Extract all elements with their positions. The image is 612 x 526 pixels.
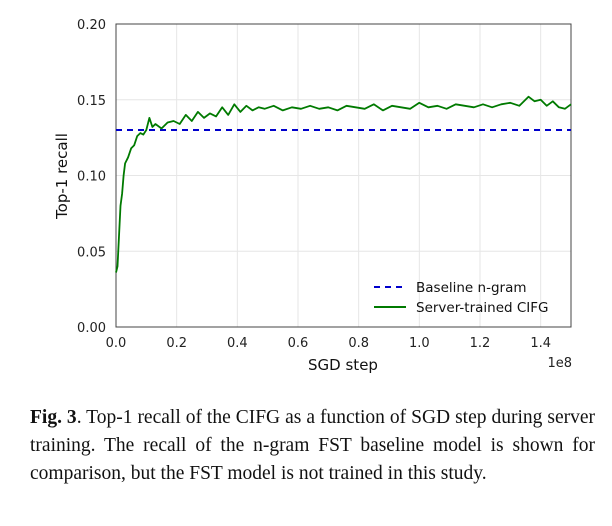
figure-label: Fig. 3 [30, 407, 77, 428]
x-tick-labels: 0.0 0.2 0.4 0.6 0.8 1.0 1.2 1.4 [106, 336, 551, 351]
plot-frame [115, 23, 572, 328]
legend-label-baseline: Baseline n-gram [416, 280, 527, 296]
y-axis-title: Top-1 recall [53, 133, 71, 220]
x-tick-label: 0.6 [288, 336, 309, 351]
x-tick-label: 1.4 [530, 336, 551, 351]
y-tick-label: 0.00 [77, 321, 106, 336]
legend-label-cifg: Server-trained CIFG [416, 300, 549, 316]
x-axis-offset-label: 1e8 [547, 356, 572, 371]
y-tick-label: 0.10 [77, 170, 106, 185]
y-tick-label: 0.20 [77, 18, 106, 33]
x-tick-label: 0.0 [106, 336, 127, 351]
series-layer [115, 95, 572, 273]
x-tick-label: 0.4 [227, 336, 248, 351]
x-tick-label: 0.8 [348, 336, 369, 351]
y-tick-label: 0.15 [77, 94, 106, 109]
x-axis-title: SGD step [308, 356, 378, 374]
figure-caption: Fig. 3. Top-1 recall of the CIFG as a fu… [30, 404, 595, 488]
caption-text: . Top-1 recall of the CIFG as a function… [30, 407, 595, 484]
line-chart: 0.0 0.2 0.4 0.6 0.8 1.0 1.2 1.4 0.00 0.05 0.10 0.1… [53, 18, 572, 374]
x-tick-label: 1.2 [470, 336, 491, 351]
server-trained-cifg-line [115, 95, 572, 273]
y-tick-labels: 0.00 0.05 0.10 0.15 0.20 [77, 18, 106, 336]
x-tick-label: 1.0 [409, 336, 430, 351]
y-tick-label: 0.05 [77, 245, 106, 260]
x-tick-label: 0.2 [166, 336, 187, 351]
legend: Baseline n-gram Server-trained CIFG [374, 280, 549, 316]
